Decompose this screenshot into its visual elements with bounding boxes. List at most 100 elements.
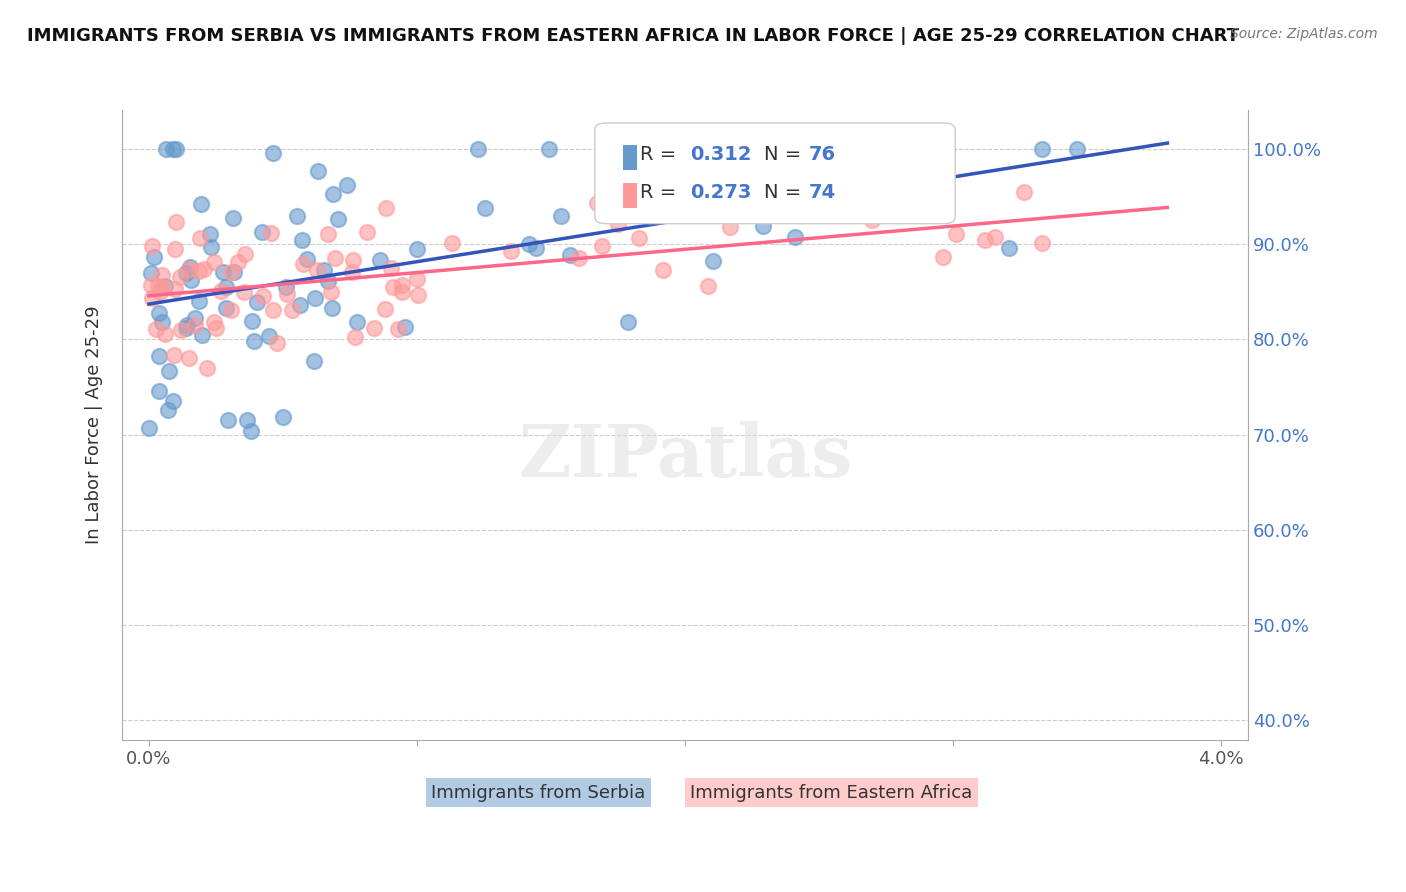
- Point: [316, 227, 339, 241]
- Point: [250, 225, 273, 239]
- Point: [591, 239, 613, 253]
- Y-axis label: In Labor Force | Age 25-29: In Labor Force | Age 25-29: [86, 306, 103, 544]
- Point: [295, 252, 318, 266]
- Point: [184, 311, 207, 326]
- Point: [240, 314, 263, 328]
- Point: [321, 301, 343, 315]
- Point: [936, 142, 959, 156]
- Point: [198, 227, 221, 241]
- Point: [276, 286, 298, 301]
- Text: IMMIGRANTS FROM SERBIA VS IMMIGRANTS FROM EASTERN AFRICA IN LABOR FORCE | AGE 25: IMMIGRANTS FROM SERBIA VS IMMIGRANTS FRO…: [27, 27, 1239, 45]
- Point: [346, 315, 368, 329]
- Point: [342, 264, 364, 278]
- Point: [260, 226, 283, 240]
- Point: [163, 282, 186, 296]
- Point: [382, 279, 405, 293]
- Point: [222, 265, 245, 279]
- Point: [617, 315, 640, 329]
- Point: [148, 384, 170, 398]
- Point: [550, 209, 572, 223]
- Point: [243, 334, 266, 348]
- Text: Source: ZipAtlas.com: Source: ZipAtlas.com: [1230, 27, 1378, 41]
- Point: [150, 315, 173, 329]
- Point: [169, 269, 191, 284]
- Point: [162, 348, 184, 362]
- Text: Immigrants from Eastern Africa: Immigrants from Eastern Africa: [690, 783, 973, 802]
- Point: [212, 265, 235, 279]
- Point: [232, 285, 254, 300]
- FancyBboxPatch shape: [595, 123, 955, 224]
- FancyBboxPatch shape: [623, 183, 637, 208]
- Point: [558, 247, 581, 261]
- Point: [162, 142, 184, 156]
- Point: [141, 291, 163, 305]
- Point: [138, 421, 160, 435]
- Point: [157, 402, 180, 417]
- Point: [176, 318, 198, 333]
- Point: [499, 244, 522, 259]
- Point: [440, 235, 463, 250]
- Point: [537, 142, 560, 156]
- Point: [200, 240, 222, 254]
- Point: [157, 364, 180, 378]
- Point: [139, 278, 162, 293]
- Text: 74: 74: [808, 183, 837, 202]
- Point: [191, 327, 214, 342]
- Point: [274, 279, 297, 293]
- Point: [150, 268, 173, 283]
- Point: [222, 211, 245, 225]
- Point: [314, 262, 336, 277]
- Point: [319, 285, 342, 299]
- Point: [336, 178, 359, 192]
- Point: [165, 142, 187, 156]
- Point: [193, 261, 215, 276]
- Point: [474, 202, 496, 216]
- Point: [281, 303, 304, 318]
- Point: [1066, 142, 1088, 156]
- Point: [860, 213, 883, 227]
- Point: [188, 231, 211, 245]
- Point: [307, 164, 329, 178]
- Point: [405, 271, 427, 285]
- Point: [145, 322, 167, 336]
- Point: [215, 279, 238, 293]
- Point: [163, 242, 186, 256]
- FancyBboxPatch shape: [623, 145, 637, 170]
- Point: [155, 142, 177, 156]
- Point: [607, 218, 630, 232]
- Point: [467, 142, 489, 156]
- Point: [387, 322, 409, 336]
- Point: [288, 298, 311, 312]
- Point: [139, 266, 162, 280]
- Point: [368, 252, 391, 267]
- Point: [179, 260, 201, 274]
- Point: [271, 409, 294, 424]
- Point: [391, 277, 413, 292]
- Point: [984, 230, 1007, 244]
- Point: [737, 188, 759, 202]
- Point: [176, 321, 198, 335]
- Point: [219, 265, 242, 279]
- Point: [165, 215, 187, 229]
- Point: [585, 196, 607, 211]
- Point: [170, 323, 193, 337]
- Point: [307, 262, 329, 277]
- Point: [932, 250, 955, 264]
- Point: [702, 253, 724, 268]
- Point: [150, 280, 173, 294]
- Point: [233, 247, 256, 261]
- Text: 0.273: 0.273: [690, 183, 752, 202]
- Point: [406, 288, 429, 302]
- Point: [356, 225, 378, 239]
- Point: [180, 273, 202, 287]
- Point: [236, 413, 259, 427]
- Point: [202, 255, 225, 269]
- Point: [304, 354, 326, 368]
- Point: [177, 262, 200, 277]
- Point: [343, 329, 366, 343]
- Point: [342, 253, 364, 268]
- Point: [304, 291, 326, 305]
- Text: Immigrants from Serbia: Immigrants from Serbia: [432, 783, 645, 802]
- Point: [998, 241, 1021, 255]
- Point: [262, 302, 284, 317]
